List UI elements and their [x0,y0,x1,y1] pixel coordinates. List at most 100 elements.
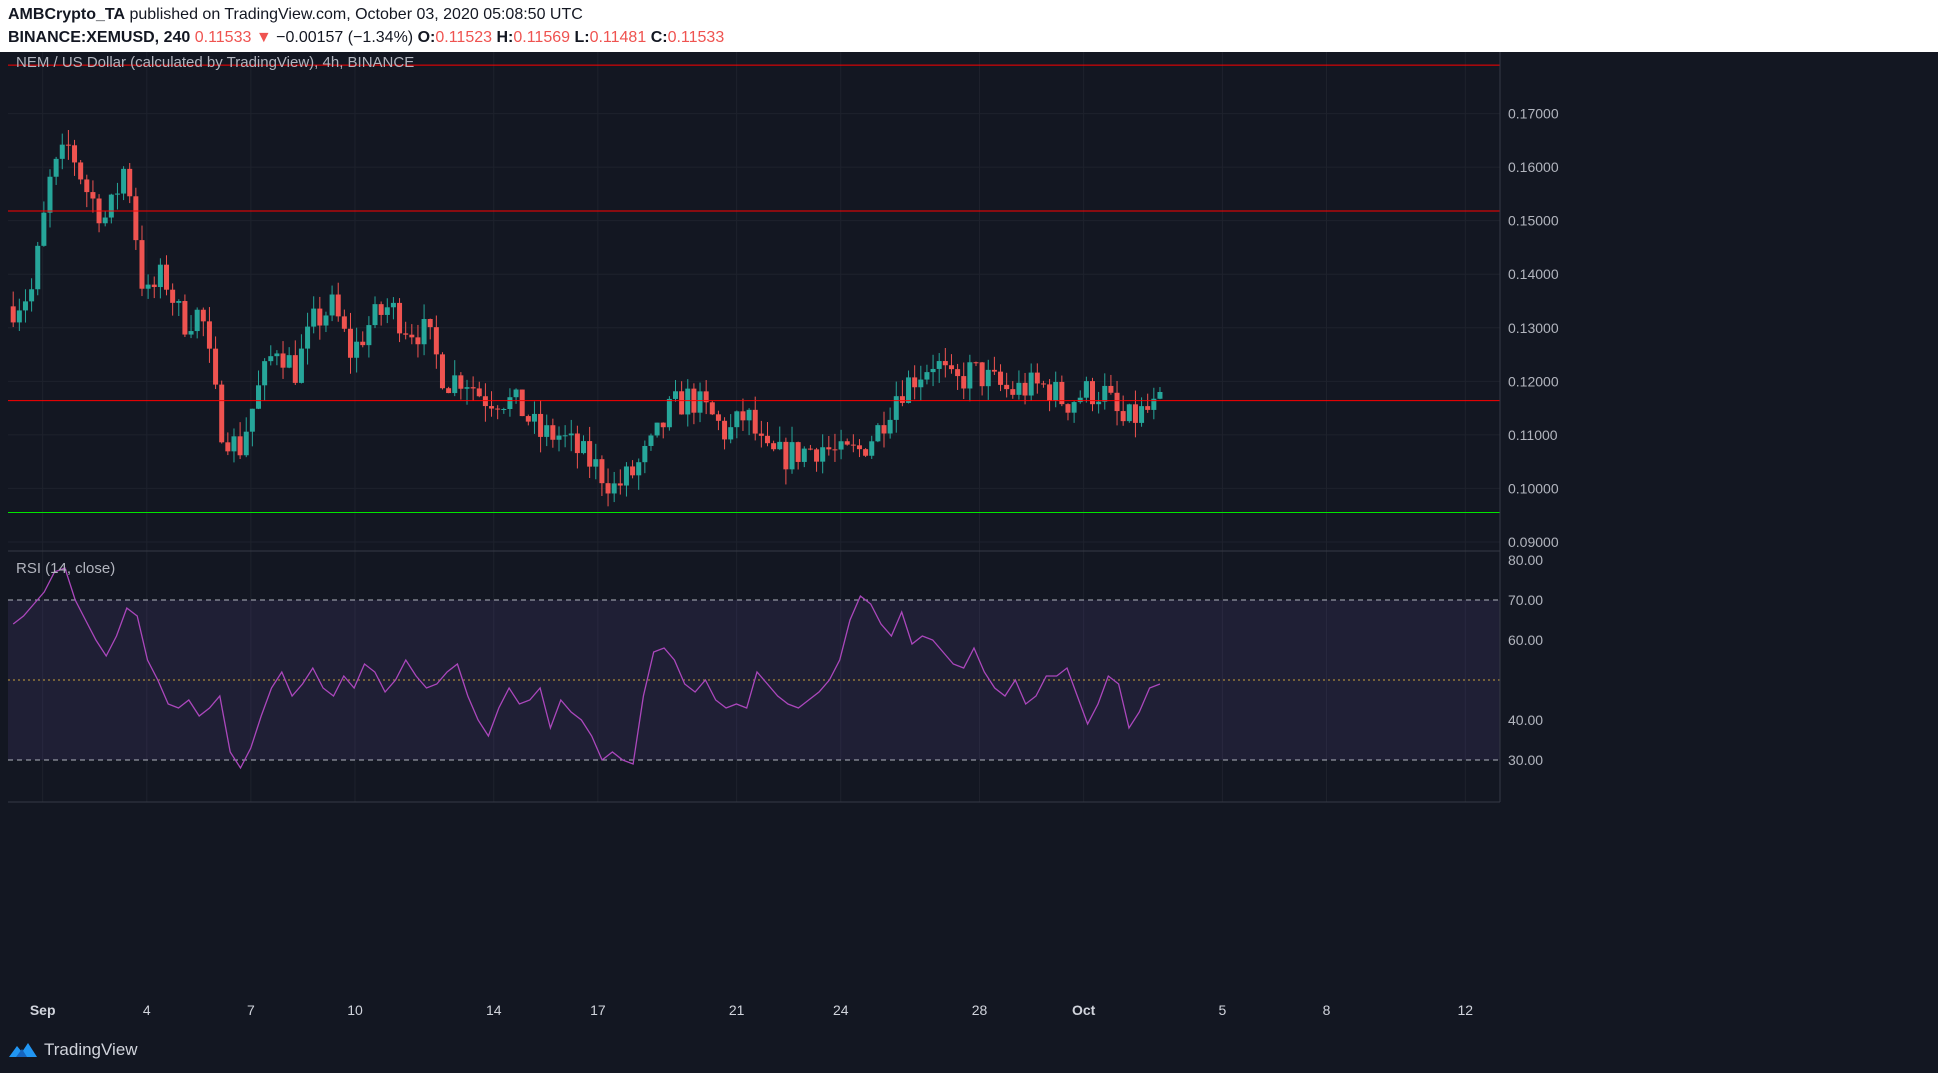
candle[interactable] [65,130,71,160]
candle[interactable] [544,414,550,447]
candle[interactable] [157,258,163,299]
candle[interactable] [887,407,893,439]
candle[interactable] [685,379,691,427]
candle[interactable] [360,331,366,348]
candle[interactable] [623,462,629,497]
candle[interactable] [531,401,537,434]
candle[interactable] [525,414,531,426]
candle[interactable] [1132,390,1138,438]
candle[interactable] [53,156,59,185]
candle[interactable] [96,194,102,233]
candle[interactable] [679,381,685,415]
candle[interactable] [151,276,157,299]
candle[interactable] [801,446,807,468]
candle[interactable] [403,321,409,340]
candle[interactable] [1157,387,1163,400]
candle[interactable] [397,298,403,343]
candle[interactable] [961,362,967,400]
candle[interactable] [433,315,439,369]
candle[interactable] [1004,372,1010,398]
candle[interactable] [826,435,832,456]
candle[interactable] [280,341,286,379]
candle[interactable] [746,408,752,436]
candle[interactable] [593,443,599,480]
candle[interactable] [200,307,206,337]
candle[interactable] [139,225,145,297]
candle[interactable] [22,289,28,323]
candle[interactable] [574,425,580,469]
candle[interactable] [347,312,353,374]
candle[interactable] [764,422,770,447]
candle[interactable] [617,469,623,495]
candle[interactable] [1028,363,1034,401]
candle[interactable] [734,410,740,439]
candle[interactable] [642,440,648,474]
candle[interactable] [378,301,384,326]
candle[interactable] [893,381,899,433]
candle[interactable] [1022,372,1028,405]
candle[interactable] [427,318,433,340]
candle[interactable] [176,299,182,317]
candle[interactable] [936,353,942,383]
candle[interactable] [335,282,341,322]
candle[interactable] [501,407,507,414]
candle[interactable] [863,448,869,458]
candle[interactable] [1016,370,1022,400]
candle[interactable] [446,386,452,394]
candle[interactable] [832,433,838,462]
candle[interactable] [133,187,139,250]
candle[interactable] [1145,393,1151,413]
candle[interactable] [942,347,948,378]
candle[interactable] [1102,373,1108,410]
candle[interactable] [59,133,65,170]
candle[interactable] [752,396,758,441]
publisher-name[interactable]: AMBCrypto_TA [8,6,126,23]
candle[interactable] [507,388,513,417]
candle[interactable] [654,422,660,438]
candle[interactable] [771,440,777,452]
candle[interactable] [182,294,188,338]
candle[interactable] [78,159,84,185]
candle[interactable] [918,365,924,401]
candle[interactable] [84,174,90,208]
candle[interactable] [795,441,801,470]
candle[interactable] [1065,403,1071,421]
candle[interactable] [538,400,544,453]
candle[interactable] [286,347,292,369]
candle[interactable] [611,471,617,503]
candle[interactable] [587,426,593,479]
candle[interactable] [1059,375,1065,407]
candle[interactable] [789,426,795,474]
candle[interactable] [1010,381,1016,399]
candle[interactable] [476,381,482,398]
candle[interactable] [1126,403,1132,423]
candle[interactable] [121,166,127,201]
candle[interactable] [452,360,458,397]
candle[interactable] [1096,391,1102,414]
candle[interactable] [556,426,562,452]
candle[interactable] [1108,374,1114,395]
candle[interactable] [329,285,335,322]
candle[interactable] [1114,380,1120,426]
candle[interactable] [906,370,912,404]
candle[interactable] [102,210,108,227]
candle[interactable] [740,398,746,431]
candle[interactable] [930,354,936,387]
candle[interactable] [924,364,930,385]
candle[interactable] [875,423,881,443]
candle[interactable] [838,429,844,460]
candle[interactable] [354,327,360,373]
candle[interactable] [164,255,170,296]
candle[interactable] [948,354,954,374]
candle[interactable] [991,356,997,375]
candle[interactable] [1151,387,1157,420]
candle[interactable] [298,334,304,384]
candle[interactable] [605,468,611,507]
candle[interactable] [274,350,280,366]
candle[interactable] [213,336,219,390]
candle[interactable] [194,307,200,339]
candle[interactable] [256,370,262,410]
candle[interactable] [145,274,151,299]
candle[interactable] [415,324,421,358]
candle[interactable] [47,169,53,228]
